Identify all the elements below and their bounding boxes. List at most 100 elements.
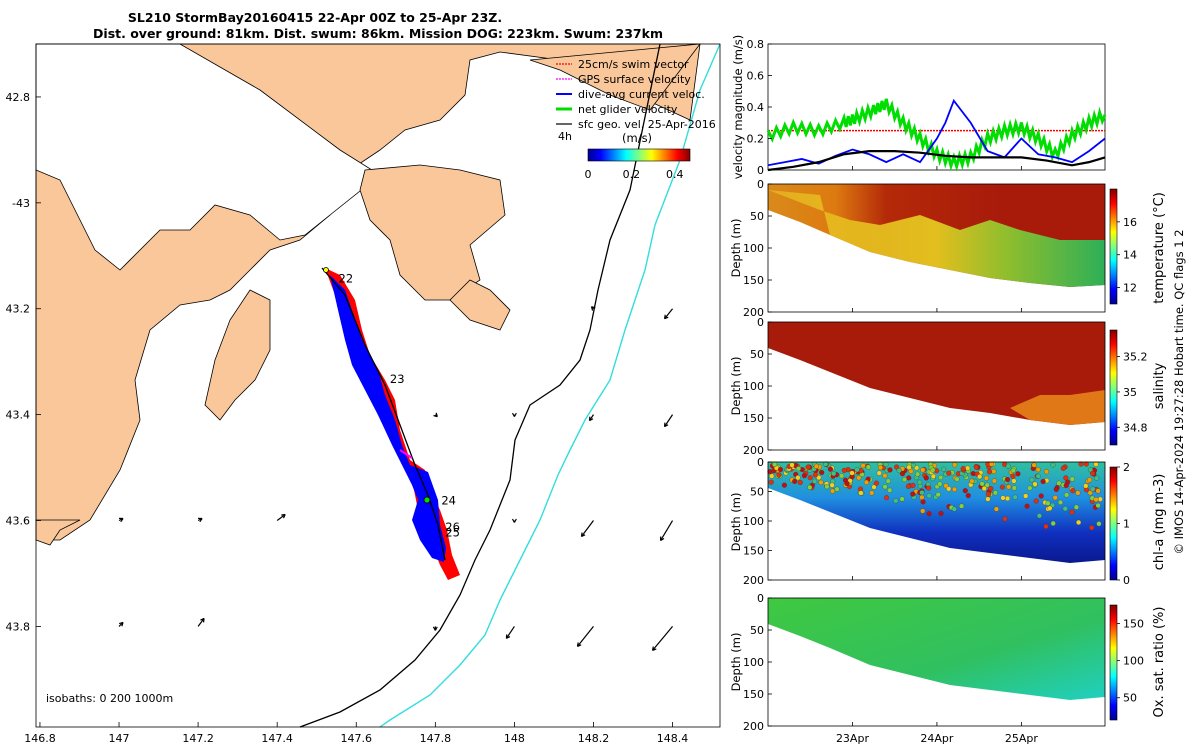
chla-dot [792, 478, 798, 484]
map-xtick-label: 148.2 [578, 732, 610, 745]
temperature-deep [768, 190, 1105, 287]
chla-dot [813, 463, 819, 469]
oxsat-clabel: Ox. sat. ratio (%) [1152, 607, 1167, 718]
chla-dot [824, 484, 830, 490]
colorbar-tick-label: 34.8 [1123, 421, 1148, 434]
temperature-panel: 0 50 100 150 200 Depth (m) 12 14 16 temperatur… [729, 178, 1167, 319]
geo-vector [664, 308, 674, 320]
geo-vector-head [580, 532, 586, 538]
depth-ytick-label: 200 [743, 444, 764, 457]
geo-vector-head [119, 517, 124, 523]
chla-dot [801, 473, 807, 479]
geo-vector-head [511, 518, 517, 523]
chla-dot [1052, 495, 1058, 501]
velocity-series [766, 98, 1107, 172]
time-tick-label: 23Apr [836, 732, 870, 745]
chla-dot [935, 492, 941, 498]
map-y-ticks: 42.8 -43 43.2 43.4 43.6 43.8 [6, 91, 41, 633]
legend-geo: sfc geo. vel. 25-Apr-2016 [578, 118, 716, 131]
chla-dot [772, 461, 778, 468]
colorbar-tick-label: 12 [1123, 282, 1137, 295]
chla-dot [919, 490, 925, 496]
geo-vector [276, 514, 286, 521]
geo-vector [664, 414, 674, 427]
oxsat-colorbar [1109, 604, 1118, 721]
chla-dot [977, 474, 983, 480]
chla-dot [926, 511, 932, 517]
velocity-y-ticks: 0 0.2 0.4 0.6 0.8 [747, 38, 772, 177]
depth-ytick-label: 50 [750, 210, 764, 223]
map-xtick-label: 147.2 [182, 732, 214, 745]
chla-dot [899, 471, 906, 477]
geo-vector-head [588, 416, 594, 422]
day-label: 24 [441, 494, 456, 508]
chla-dot [1050, 462, 1056, 468]
chla-dot [1090, 470, 1096, 476]
chla-dot [844, 480, 850, 487]
chla-dot [1093, 461, 1099, 467]
chla-dot [869, 490, 875, 496]
chla-dot [988, 486, 994, 492]
temperature-ylabel: Depth (m) [729, 219, 743, 278]
velocity-ytick-label: 0.6 [747, 70, 765, 83]
depth-ytick-label: 0 [757, 456, 764, 469]
chla-dot [883, 461, 889, 467]
chla-dot [1090, 486, 1096, 492]
chla-dot [831, 471, 837, 477]
isobaths-label: isobaths: 0 200 1000m [46, 692, 173, 705]
chla-dot [884, 495, 890, 501]
salinity-clabel: salinity [1152, 362, 1167, 409]
salinity-ylabel: Depth (m) [729, 357, 743, 416]
chla-dot [816, 475, 822, 481]
geo-vector [580, 520, 594, 537]
chla-dot [1023, 493, 1029, 499]
legend-gps: GPS surface velocity [578, 73, 691, 86]
time-x-ticks: 23Apr 24Apr 25Apr [836, 166, 1038, 745]
chla-dot [1043, 469, 1050, 475]
glider-start [323, 267, 329, 273]
chla-dot [905, 483, 912, 489]
oxsat-field [768, 598, 1105, 700]
chla-dot [962, 488, 968, 494]
chla-dot [919, 494, 925, 500]
chla-dot [1000, 495, 1006, 501]
chla-dot [999, 484, 1005, 490]
chla-dot [894, 464, 900, 470]
chla-dot [1029, 477, 1035, 483]
chla-dot [1011, 478, 1017, 484]
day-label: 25 [445, 525, 460, 539]
chla-dot [1045, 500, 1051, 506]
salinity-colorbar [1109, 329, 1118, 446]
chla-dot [965, 493, 971, 499]
map-x-ticks: 146.8 147 147.2 147.4 147.6 147.8 148 148.2 148.… [24, 722, 688, 745]
depth-ytick-label: 100 [743, 242, 764, 255]
chla-dot [993, 506, 999, 512]
depth-ytick-label: 150 [743, 412, 764, 425]
map-xtick-label: 148 [504, 732, 525, 745]
chla-dot [985, 496, 991, 502]
chla-dot [917, 479, 923, 485]
chla-dot [1010, 473, 1016, 479]
day-label: 26 [445, 520, 460, 534]
chla-dot [969, 478, 975, 484]
legend-net: net glider velocity [578, 103, 678, 116]
depth-ytick-label: 150 [743, 274, 764, 287]
chla-dot [882, 484, 888, 490]
geo-vector-head [663, 314, 669, 320]
chla-dot [807, 475, 813, 481]
temperature-colorbar [1109, 188, 1118, 305]
colorbar-tick: 0 [585, 168, 592, 181]
chla-dot [807, 484, 813, 490]
chla-dot [885, 478, 891, 484]
salinity-panel: 0 50 100 150 200 Depth (m) 34.8 35 35.2 salini… [729, 316, 1167, 457]
chla-dot [777, 466, 784, 473]
chla-dot [1035, 467, 1041, 473]
map-ytick-label: 43.8 [6, 620, 31, 633]
colorbar-tick-label: 2 [1123, 461, 1130, 474]
chla-dot [1053, 486, 1059, 492]
chla-dot [1069, 476, 1075, 482]
chla-field [768, 462, 1105, 563]
chla-dot [992, 490, 998, 496]
chla-dot [1033, 498, 1039, 504]
chla-dot [1069, 509, 1075, 515]
